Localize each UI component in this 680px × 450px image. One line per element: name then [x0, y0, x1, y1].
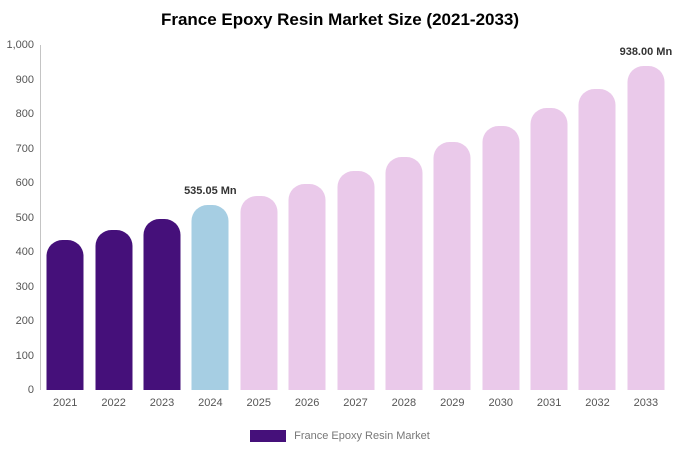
y-tick-label: 100: [15, 349, 34, 362]
bar-slot: 2031: [525, 45, 573, 409]
x-tick-label-2021: 2021: [52, 397, 78, 409]
bar-2024: [191, 205, 229, 390]
bar-2023: [143, 218, 181, 390]
bar-slot: 535.05 Mn 2024: [184, 45, 237, 409]
y-tick-label: 300: [15, 280, 34, 293]
y-tick-label: 0: [27, 384, 34, 396]
bar-slot: 2027: [331, 45, 379, 409]
bar-2033: [627, 66, 665, 390]
bar-2031: [530, 108, 568, 390]
x-tick-label-2024: 2024: [198, 397, 223, 409]
x-tick-label-2022: 2022: [101, 397, 126, 409]
bar-slot: 2029: [428, 45, 476, 409]
x-tick-label-2031: 2031: [536, 397, 562, 409]
bar-slot: 2023: [138, 45, 186, 409]
chart-title: France Epoxy Resin Market Size (2021-203…: [160, 10, 520, 29]
bar-2021: [46, 239, 84, 390]
x-tick-label-2027: 2027: [343, 397, 368, 409]
y-tick-label: 600: [15, 177, 34, 189]
y-tick-label: 1,000: [6, 39, 34, 51]
bar-slot: 2030: [477, 45, 525, 409]
bar-2030: [482, 125, 520, 390]
x-tick-label-2033: 2033: [633, 397, 659, 409]
bar-slot: 2026: [283, 45, 331, 409]
bar-slot: 2025: [235, 45, 283, 409]
bar-2026: [288, 183, 326, 390]
y-tick-label: 900: [15, 73, 34, 86]
y-axis: 0 100 200 300 400 500 600 700 800 900 1,000: [0, 39, 36, 396]
bar-2032: [578, 89, 616, 390]
x-tick-label-2028: 2028: [391, 397, 417, 409]
bar-slot: 2021: [41, 45, 89, 409]
bar-slot: 2022: [89, 45, 137, 409]
x-tick-label-2025: 2025: [246, 397, 271, 409]
bar-2022: [95, 229, 133, 390]
x-tick-label-2026: 2026: [294, 397, 320, 409]
y-tick-label: 500: [15, 211, 34, 224]
bar-2025: [240, 196, 278, 390]
bar-slot: 2032: [573, 45, 621, 409]
value-label-2033: 938.00 Mn: [619, 46, 673, 59]
bar-2027: [337, 170, 375, 390]
y-tick-label: 800: [15, 108, 34, 120]
x-tick-label-2030: 2030: [488, 397, 513, 409]
y-tick-label: 400: [15, 246, 34, 258]
bar-slot: 938.00 Mn 2033: [619, 45, 673, 409]
value-label-2024: 535.05 Mn: [184, 185, 237, 198]
plot-area: 2021 2022 2023 535.05 Mn 2024 2025 2026 2027 202…: [40, 45, 673, 409]
legend-label: France Epoxy Resin Market: [294, 430, 430, 442]
legend: France Epoxy Resin Market: [0, 430, 680, 442]
y-tick-label: 700: [15, 142, 34, 155]
x-tick-label-2032: 2032: [585, 397, 610, 409]
bar-slot: 2028: [380, 45, 428, 409]
y-tick-label: 200: [15, 315, 34, 327]
x-tick-label-2029: 2029: [440, 397, 465, 409]
x-tick-label-2023: 2023: [149, 397, 175, 409]
bar-2029: [433, 141, 471, 390]
legend-swatch: [250, 430, 287, 442]
bar-2028: [385, 156, 423, 390]
